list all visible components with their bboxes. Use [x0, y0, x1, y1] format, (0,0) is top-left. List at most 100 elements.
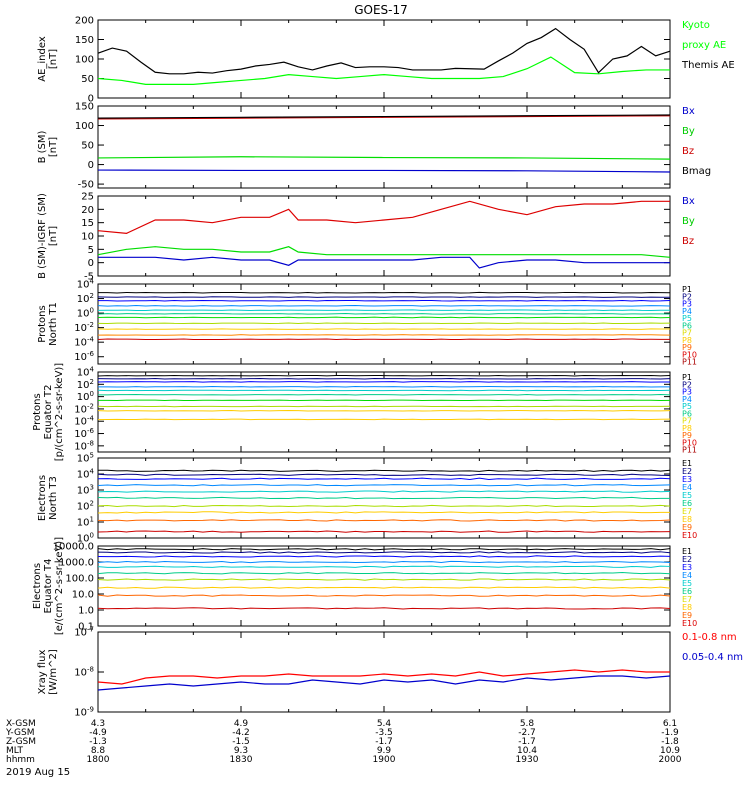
series-line-bz	[97, 115, 671, 120]
panel-8: 10-7 10-8 10-9 Xray flux [W/m^2] 0.1-0.8 nm 0.…	[37, 626, 743, 719]
channel-line	[97, 296, 671, 298]
y-tick-label: 100	[75, 55, 94, 66]
y-axis-label: Protons	[37, 305, 48, 342]
legend-entry: E8	[682, 603, 692, 612]
ephemeris-value: 1900	[373, 755, 396, 765]
panel-frame	[97, 19, 671, 99]
channel-line	[97, 572, 671, 575]
legend-entry: E1	[682, 547, 692, 556]
series-line-kyoto-proxy-ae	[97, 56, 670, 85]
legend-entry: P10	[682, 350, 697, 359]
y-tick-label: 150	[75, 35, 94, 46]
ephemeris-value: 10.9	[660, 746, 680, 756]
y-axis-label: [nT]	[48, 137, 59, 157]
legend-entry: Bx	[682, 106, 695, 117]
legend-entry: E3	[682, 563, 692, 572]
ephemeris-row-label: X-GSM	[6, 719, 36, 729]
ephemeris-value: -1.7	[375, 737, 393, 747]
panel-frame	[97, 283, 671, 365]
ephemeris-value: 6.1	[663, 719, 677, 729]
ephemeris-value: 2000	[659, 755, 682, 765]
y-tick-label: 200	[75, 16, 94, 27]
series-line-themis-ae	[97, 27, 671, 75]
ephemeris-value: -1.8	[661, 737, 679, 747]
legend-entry: P1	[682, 285, 692, 294]
y-tick-label: 20	[81, 205, 94, 216]
legend-entry: P7	[682, 417, 692, 426]
legend-entry: E2	[682, 555, 692, 564]
y-tick-label: 10	[81, 232, 94, 243]
series-line-by	[97, 156, 671, 160]
ephemeris-value: -4.2	[232, 728, 250, 738]
date-label: 2019 Aug 15	[6, 767, 70, 778]
legend-entry: proxy AE	[682, 40, 726, 51]
y-axis-label: Equator T4	[43, 559, 54, 614]
channel-line	[97, 551, 671, 554]
panel-frame	[97, 371, 671, 453]
channel-line	[97, 322, 671, 325]
ephemeris-value: 1830	[230, 755, 253, 765]
channel-line	[97, 548, 671, 551]
legend-entry: By	[682, 126, 695, 137]
legend-entry: P11	[682, 446, 697, 455]
channel-line	[97, 309, 671, 311]
y-tick-label: 105	[77, 452, 94, 465]
channel-line	[97, 490, 671, 493]
ephemeris-value: -4.9	[89, 728, 107, 738]
panel-3: 25 20 15 10 5 0 -5 B (SM)-IGRF (SM) [nT] Bx By Bz	[37, 192, 695, 283]
y-tick-label: 25	[81, 192, 94, 203]
y-axis-label: North T1	[48, 302, 59, 346]
legend-entry: 0.05-0.4 nm	[682, 652, 743, 663]
legend-entry: E4	[682, 571, 692, 580]
ephemeris-row-label: hhmm	[6, 755, 35, 765]
panel-7: 10000.0 1000.0 100.0 10.0 1.0 0.1 Electrons Equ…	[32, 537, 697, 635]
legend-entry: P6	[682, 321, 692, 330]
legend-entry: P3	[682, 388, 692, 397]
channel-line	[97, 607, 671, 610]
y-tick-label: -50	[78, 180, 94, 191]
legend-entry: P4	[682, 307, 692, 316]
y-tick-label: 15	[81, 218, 94, 229]
channel-line	[97, 328, 671, 330]
ephemeris-value: 10.4	[517, 746, 537, 756]
y-tick-label: 100	[77, 390, 94, 403]
legend-entry: P2	[682, 292, 692, 301]
y-axis-label: Electrons	[32, 563, 43, 609]
channel-line	[97, 469, 671, 472]
y-axis-label: Equator T2	[43, 385, 54, 440]
series-line-bx	[97, 169, 671, 173]
y-tick-label: 10-6	[74, 350, 94, 363]
y-tick-label: 0.1	[78, 622, 94, 633]
y-tick-label: 103	[77, 484, 94, 497]
y-tick-label: 10-4	[74, 336, 94, 349]
legend-entry: P6	[682, 409, 692, 418]
y-tick-label: 1000.0	[59, 558, 94, 569]
ephemeris-value: 9.9	[377, 746, 392, 756]
legend-entry: E9	[682, 611, 692, 620]
y-tick-label: 10-8	[74, 666, 94, 679]
channel-line	[97, 316, 671, 319]
channel-line	[97, 511, 671, 514]
series-line-by	[97, 246, 671, 258]
y-tick-label: -5	[84, 272, 94, 283]
y-axis-label: [p/(cm^2-s-sr-keV)]	[54, 363, 65, 462]
legend-entry: P10	[682, 438, 697, 447]
ephemeris-value: 9.3	[234, 746, 248, 756]
channel-line	[97, 504, 671, 508]
y-tick-label: 0	[88, 258, 94, 269]
legend-entry: E5	[682, 579, 692, 588]
series-line-bz	[97, 200, 670, 234]
legend-entry: P8	[682, 424, 692, 433]
y-tick-label: 102	[77, 378, 94, 391]
legend-entry: P4	[682, 395, 692, 404]
legend-entry: E10	[682, 531, 697, 540]
legend-entry: P3	[682, 300, 692, 309]
legend-entry: Bz	[682, 236, 694, 247]
channel-line	[97, 484, 671, 487]
legend-entry: E3	[682, 475, 692, 484]
y-tick-label: 10-2	[74, 402, 94, 415]
panel-frame	[97, 631, 671, 713]
legend-entry: E10	[682, 619, 697, 628]
ephemeris-row-label: MLT	[6, 746, 24, 756]
